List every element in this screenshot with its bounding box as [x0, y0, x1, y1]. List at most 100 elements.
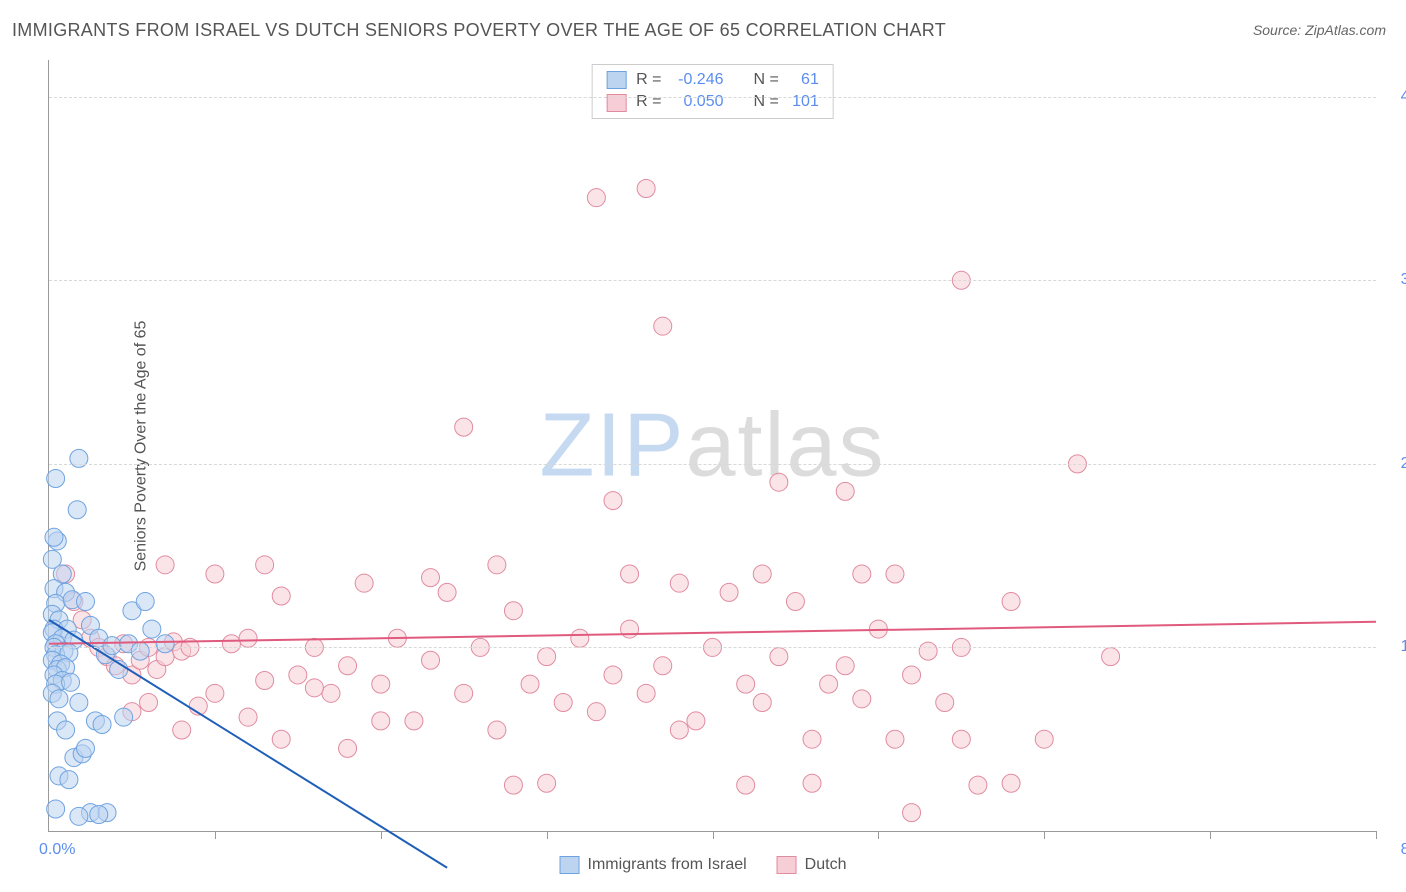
scatter-point [504, 776, 522, 794]
legend-item-series1: Immigrants from Israel [560, 856, 747, 874]
scatter-point [136, 593, 154, 611]
plot-area: ZIPatlas R = -0.246 N = 61 R = 0.050 N =… [48, 60, 1376, 832]
legend-item-series2: Dutch [777, 856, 847, 874]
scatter-point [57, 721, 75, 739]
scatter-point [47, 800, 65, 818]
x-max-label: 80.0% [1386, 841, 1406, 859]
x-tick [215, 831, 216, 839]
x-origin-label: 0.0% [39, 841, 75, 859]
scatter-point [952, 730, 970, 748]
scatter-point [1102, 648, 1120, 666]
grid-line [49, 97, 1376, 98]
scatter-point [488, 556, 506, 574]
scatter-point [753, 565, 771, 583]
scatter-point [637, 180, 655, 198]
scatter-point [372, 712, 390, 730]
scatter-point [786, 593, 804, 611]
scatter-point [1002, 593, 1020, 611]
scatter-point [422, 651, 440, 669]
swatch-series2-bottom [777, 856, 797, 874]
scatter-point [621, 565, 639, 583]
scatter-point [687, 712, 705, 730]
scatter-point [670, 574, 688, 592]
scatter-point [156, 635, 174, 653]
scatter-point [256, 556, 274, 574]
scatter-point [903, 666, 921, 684]
scatter-point [70, 694, 88, 712]
scatter-point [50, 690, 68, 708]
x-tick [1210, 831, 1211, 839]
scatter-point [339, 739, 357, 757]
scatter-point [173, 721, 191, 739]
chart-container: IMMIGRANTS FROM ISRAEL VS DUTCH SENIORS … [0, 0, 1406, 892]
x-tick [1376, 831, 1377, 839]
scatter-point [372, 675, 390, 693]
scatter-point [853, 690, 871, 708]
scatter-point [571, 629, 589, 647]
scatter-point [637, 684, 655, 702]
scatter-point [60, 771, 78, 789]
scatter-point [289, 666, 307, 684]
scatter-point [239, 708, 257, 726]
scatter-point [47, 470, 65, 488]
scatter-point [455, 684, 473, 702]
scatter-point [272, 730, 290, 748]
series2-name: Dutch [805, 856, 847, 874]
scatter-point [70, 807, 88, 825]
scatter-point [753, 694, 771, 712]
scatter-point [272, 587, 290, 605]
scatter-point [853, 565, 871, 583]
scatter-point [903, 804, 921, 822]
scatter-point [969, 776, 987, 794]
scatter-point [538, 774, 556, 792]
series-legend: Immigrants from Israel Dutch [560, 856, 847, 874]
scatter-point [654, 317, 672, 335]
y-tick-label: 40.0% [1386, 88, 1406, 106]
scatter-point [131, 642, 149, 660]
grid-line [49, 280, 1376, 281]
scatter-point [737, 675, 755, 693]
scatter-point [554, 694, 572, 712]
scatter-point [1035, 730, 1053, 748]
scatter-point [621, 620, 639, 638]
chart-title: IMMIGRANTS FROM ISRAEL VS DUTCH SENIORS … [12, 20, 946, 41]
scatter-point [103, 637, 121, 655]
scatter-point [62, 673, 80, 691]
swatch-series1-bottom [560, 856, 580, 874]
scatter-point [140, 694, 158, 712]
scatter-point [803, 774, 821, 792]
y-tick-label: 20.0% [1386, 455, 1406, 473]
scatter-point [76, 593, 94, 611]
scatter-point [90, 805, 108, 823]
scatter-point [206, 565, 224, 583]
scatter-point [538, 648, 556, 666]
scatter-point [521, 675, 539, 693]
scatter-point [68, 501, 86, 519]
scatter-point [737, 776, 755, 794]
scatter-point [803, 730, 821, 748]
scatter-point [156, 556, 174, 574]
scatter-point [919, 642, 937, 660]
scatter-point [455, 418, 473, 436]
scatter-point [770, 648, 788, 666]
scatter-point [355, 574, 373, 592]
scatter-point [886, 565, 904, 583]
scatter-point [836, 657, 854, 675]
scatter-point [45, 528, 63, 546]
scatter-point [504, 602, 522, 620]
scatter-point [936, 694, 954, 712]
scatter-point [770, 473, 788, 491]
scatter-point [604, 666, 622, 684]
scatter-point [836, 482, 854, 500]
scatter-point [422, 569, 440, 587]
scatter-point [405, 712, 423, 730]
scatter-point [93, 716, 111, 734]
x-tick [1044, 831, 1045, 839]
series1-name: Immigrants from Israel [588, 856, 747, 874]
scatter-point [143, 620, 161, 638]
scatter-point [820, 675, 838, 693]
x-tick [381, 831, 382, 839]
scatter-point [670, 721, 688, 739]
scatter-point [239, 629, 257, 647]
y-tick-label: 30.0% [1386, 271, 1406, 289]
